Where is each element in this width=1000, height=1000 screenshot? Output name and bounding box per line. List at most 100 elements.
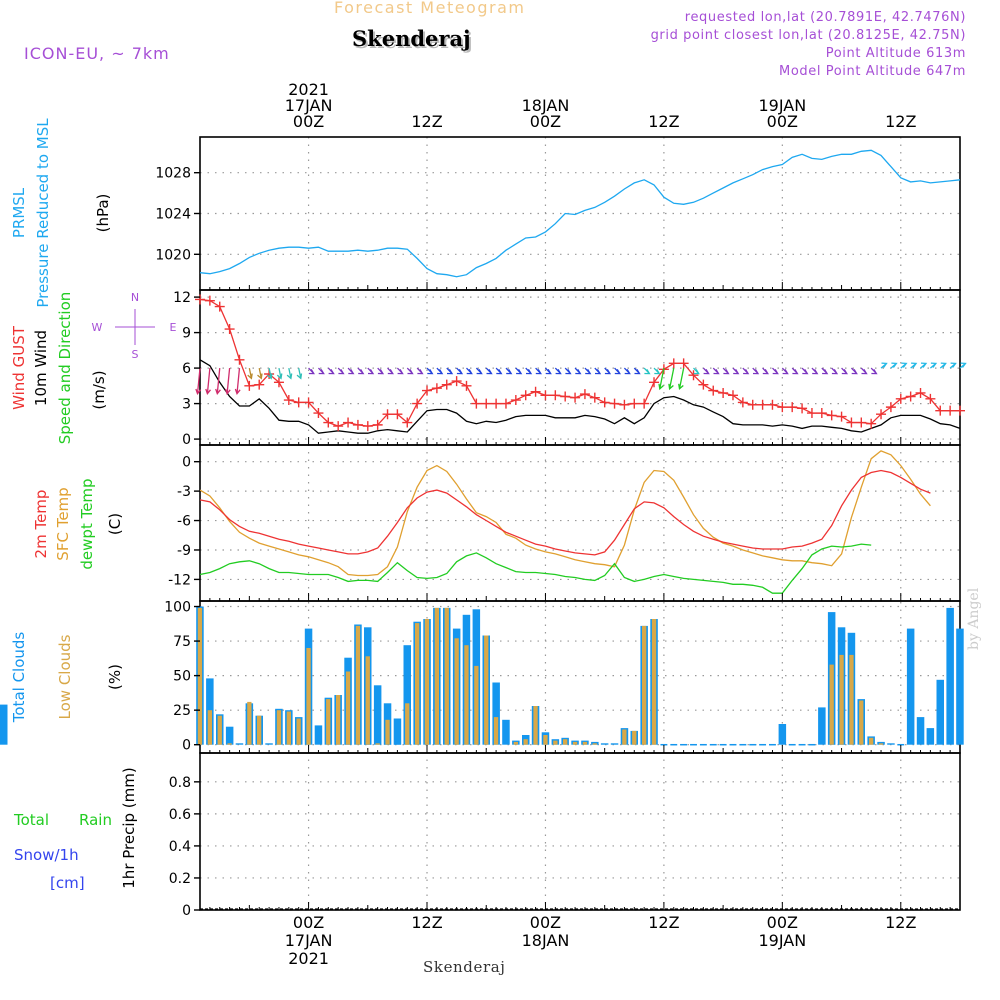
low-cloud-bar [375, 743, 380, 745]
low-cloud-bar [632, 730, 637, 745]
wind-direction-arrow [762, 367, 769, 375]
pressure-label-msl: Pressure Reduced to MSL [34, 118, 52, 308]
gust-marker [836, 411, 847, 422]
gust-marker [333, 421, 344, 432]
gust-marker [727, 390, 738, 401]
low-clouds-label: Low Clouds [56, 634, 74, 719]
total-cloud-bar [818, 707, 826, 745]
gust-marker [787, 402, 798, 413]
gust-marker [195, 294, 205, 305]
y-tick-label: 1028 [155, 166, 191, 182]
gust-marker [955, 405, 965, 416]
wind-gust-line [199, 298, 960, 427]
gust-marker [234, 354, 245, 365]
wind-direction-arrow [949, 362, 957, 369]
total-cloud-bar [916, 717, 925, 745]
total-cloud-bar [887, 743, 895, 745]
wind-direction-arrow [604, 367, 612, 375]
wind-direction-arrow [850, 367, 858, 375]
time-label-bottom: 19JAN [758, 931, 806, 950]
wind-direction-arrow [910, 362, 918, 369]
gust-marker [254, 379, 265, 390]
wind-direction-arrow [195, 368, 202, 396]
time-label-top: 00Z [530, 112, 561, 131]
low-cloud-bar [642, 625, 647, 745]
wind-direction-arrow [811, 367, 819, 375]
wind-direction-arrow [286, 367, 293, 380]
gust-marker [876, 409, 887, 420]
wind-direction-arrow [296, 367, 303, 380]
gust-marker [589, 392, 600, 403]
wind-direction-arrow [426, 367, 434, 375]
wind-direction-arrow [801, 367, 809, 375]
total-cloud-bar [403, 645, 411, 745]
wind-direction-arrow [643, 367, 651, 375]
low-cloud-bar [217, 715, 222, 745]
low-cloud-bar [533, 706, 538, 745]
temp-unit: (C) [106, 513, 124, 535]
low-cloud-bar [651, 619, 657, 745]
low-cloud-bar [355, 625, 361, 745]
low-cloud-bar [336, 695, 341, 745]
gust-marker [481, 398, 492, 409]
wind-direction-arrow [653, 367, 661, 375]
time-label-bottom: 2021 [288, 949, 329, 968]
low-cloud-bar [345, 671, 351, 745]
gust-marker [678, 358, 689, 369]
panel-frames [199, 136, 961, 911]
time-label-bottom: 12Z [885, 913, 916, 932]
y-tick-label: 0.2 [169, 871, 191, 887]
time-label-bottom: 12Z [648, 913, 679, 932]
total-cloud-bar [235, 743, 244, 745]
gust-marker [609, 398, 620, 409]
gust-marker [737, 397, 748, 408]
gust-marker [816, 408, 827, 419]
gust-marker [273, 377, 284, 388]
wind-direction-arrow [584, 367, 592, 375]
gust-marker [422, 385, 433, 396]
y-tick-label: -9 [177, 543, 191, 559]
gust-marker [244, 380, 255, 391]
low-cloud-bar [207, 710, 212, 745]
wind-direction-arrow [574, 367, 582, 375]
wind-direction-arrow [367, 367, 375, 375]
low-cloud-bar [543, 735, 548, 745]
low-cloud-bar [286, 711, 291, 745]
gust-marker [204, 295, 215, 306]
gust-marker [866, 418, 877, 429]
wind-direction-arrow [880, 362, 888, 369]
gust-marker [352, 419, 363, 430]
total-clouds-label: Total Clouds [10, 632, 28, 724]
precip-legend-rain: Rain [79, 811, 112, 829]
wind-direction-arrow [406, 367, 414, 375]
time-label-bottom: 18JAN [522, 931, 570, 950]
wind-direction-arrow [308, 367, 315, 375]
wind-direction-arrow [959, 362, 967, 369]
wind-direction-arrow [327, 367, 335, 375]
gust-marker [856, 417, 867, 428]
low-cloud-bar [424, 619, 430, 745]
y-tick-label: -3 [177, 484, 191, 500]
total-cloud-bar [936, 679, 944, 745]
low-cloud-bar [474, 665, 479, 745]
gust-marker [708, 385, 719, 396]
y-tick-label: 1024 [155, 207, 191, 223]
wind-direction-arrow [357, 367, 365, 375]
wind-direction-arrow [495, 367, 503, 375]
gust-marker [668, 358, 679, 369]
gust-marker [718, 387, 729, 398]
precip-unit: 1hr Precip (mm) [120, 767, 138, 888]
gust-marker [649, 377, 660, 388]
dewpt-temp-line [199, 543, 872, 594]
wind-direction-arrow [771, 367, 779, 375]
y-tick-label: 3 [182, 397, 191, 413]
gust-marker [767, 399, 778, 410]
wind-direction-arrow [544, 367, 552, 375]
clouds-unit: (%) [106, 664, 124, 690]
y-tick-label: 0.8 [169, 775, 191, 791]
wind-direction-arrow [920, 362, 928, 369]
data-markers [195, 294, 967, 432]
wind-direction-arrow [257, 367, 263, 380]
gust-marker [579, 389, 590, 400]
gust-marker [826, 410, 837, 421]
